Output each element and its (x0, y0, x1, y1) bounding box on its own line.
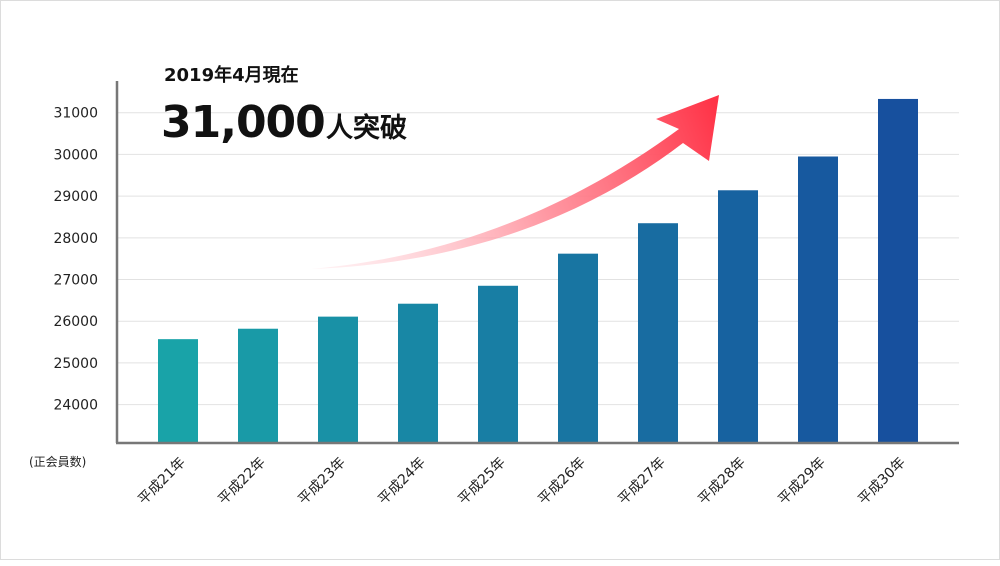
y-tick-label: 27000 (53, 273, 98, 289)
bar (158, 339, 198, 443)
bar (718, 190, 758, 443)
y-tick-label: 30000 (53, 147, 98, 163)
y-tick-label: 28000 (53, 231, 98, 247)
x-tick-label: 平成25年 (455, 455, 509, 509)
x-tick-label: 平成24年 (375, 455, 429, 509)
x-tick-label: 平成23年 (295, 455, 349, 509)
x-tick-label: 平成26年 (535, 455, 589, 509)
headline-count: 31,000 (161, 97, 325, 148)
bar (398, 303, 438, 443)
bar (318, 316, 358, 443)
y-axis-label: (正会員数) (29, 454, 86, 469)
x-tick-label: 平成27年 (615, 455, 669, 509)
y-tick-label: 25000 (53, 356, 98, 372)
x-tick-label: 平成28年 (695, 455, 749, 509)
bar (478, 285, 518, 443)
bar (638, 223, 678, 443)
x-tick-label: 平成22年 (215, 455, 269, 509)
bar (558, 253, 598, 443)
x-tick-label: 平成30年 (855, 455, 909, 509)
bars (158, 98, 918, 443)
headline-date: 2019年4月現在 (164, 64, 299, 86)
bar (798, 156, 838, 443)
axes (115, 81, 959, 445)
bar (238, 328, 278, 443)
y-tick-labels: 24000 25000 26000 27000 28000 29000 30000 31000 (53, 106, 98, 414)
x-tick-labels: 平成21年 平成22年 平成23年 平成24年 平成25年 平成26年 平成27年 平成28年… (135, 455, 909, 509)
y-tick-label: 31000 (53, 106, 98, 122)
y-tick-label: 26000 (53, 314, 98, 330)
y-tick-label: 29000 (53, 189, 98, 205)
headline-suffix: 人突破 (326, 112, 407, 144)
x-tick-label: 平成29年 (775, 455, 829, 509)
x-tick-label: 平成21年 (135, 455, 189, 509)
growth-arrow-icon (311, 95, 719, 269)
bar (878, 98, 918, 443)
y-tick-label: 24000 (53, 398, 98, 414)
